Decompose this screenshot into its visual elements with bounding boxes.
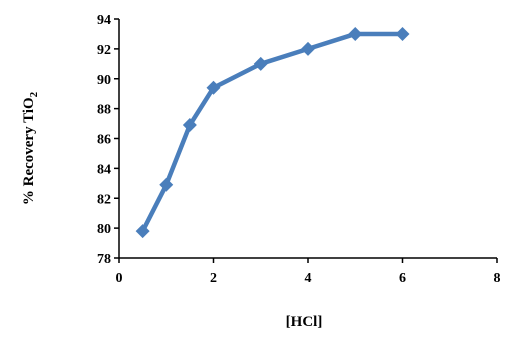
data-point-marker (159, 177, 174, 192)
data-point-marker (182, 118, 197, 133)
x-tick-label: 6 (399, 271, 406, 286)
y-axis-ticks: 78 80 82 84 86 88 90 92 94 (97, 13, 119, 267)
x-tick-label: 4 (305, 271, 312, 286)
series-layer (135, 26, 410, 239)
y-tick-label: 88 (97, 103, 111, 118)
y-tick-label: 84 (97, 162, 111, 177)
y-tick-label: 82 (97, 192, 111, 207)
y-axis-title-main: % Recovery TiO (21, 97, 37, 205)
y-axis-title: % Recovery TiO2 (21, 91, 40, 205)
series-line (140, 31, 405, 234)
y-tick-label: 90 (97, 73, 111, 88)
y-tick-label: 80 (97, 222, 111, 237)
y-tick-label: 92 (97, 43, 111, 58)
x-axis-ticks: 0 2 4 6 8 (116, 258, 501, 286)
x-tick-label: 8 (494, 271, 501, 286)
data-point-marker (301, 41, 315, 56)
y-tick-label: 86 (97, 133, 111, 148)
data-point-marker (395, 26, 410, 41)
y-axis-title-subscript: 2 (28, 91, 40, 97)
data-point-marker (253, 56, 268, 71)
x-tick-label: 0 (116, 271, 123, 286)
x-tick-label: 2 (210, 271, 217, 286)
data-point-marker (206, 80, 221, 95)
y-tick-label: 94 (97, 13, 111, 28)
y-tick-label: 78 (97, 252, 111, 267)
data-point-marker (348, 26, 363, 41)
x-axis-title: [HCl] (286, 314, 323, 330)
data-point-marker (135, 224, 150, 239)
